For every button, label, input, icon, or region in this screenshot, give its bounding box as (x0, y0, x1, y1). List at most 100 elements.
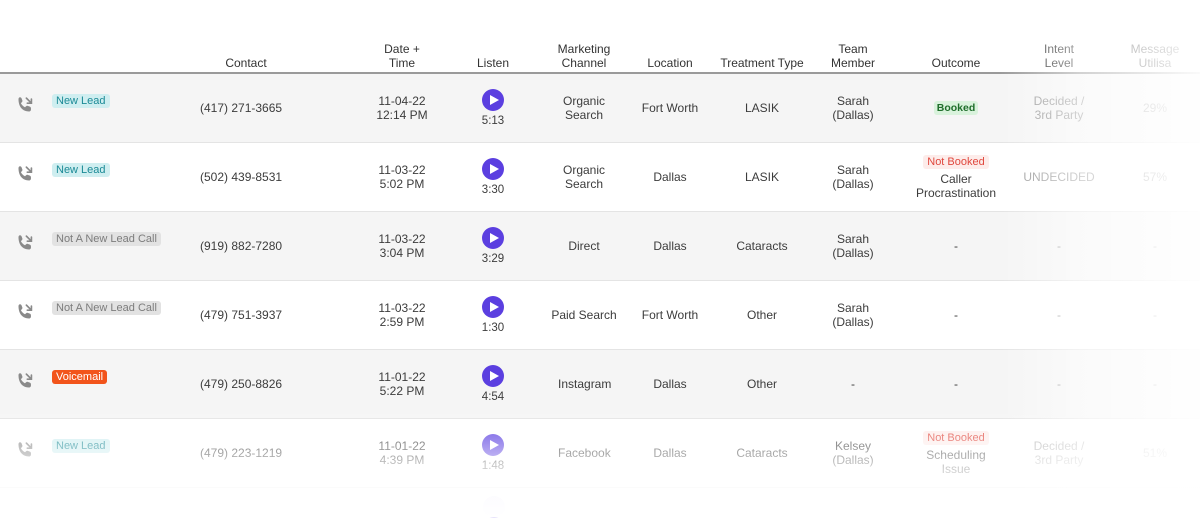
table-row[interactable]: Voicemail (479) 250-8826 11-01-22 5:22 PM 4:… (0, 350, 1200, 419)
marketing-channel-cell: Organic Search (546, 143, 622, 211)
column-header-contact[interactable]: Contact (225, 56, 267, 70)
lead-status-badge: New Lead (52, 163, 110, 177)
table-row[interactable]: Not A New Lead Call (479) 751-3937 11-03-2… (0, 281, 1200, 350)
message-utilisation: 51% (1142, 446, 1168, 460)
contact-phone: (479) 751-3937 (200, 308, 283, 322)
column-header-message-utilisation[interactable]: Message Utilisa (1130, 42, 1180, 70)
outcome-reason: - (954, 239, 958, 253)
column-header-listen[interactable]: Listen (476, 56, 510, 70)
play-button[interactable] (482, 226, 504, 249)
location: Dallas (653, 239, 687, 253)
marketing-channel: Direct (568, 239, 600, 253)
listen-cell: 3:30 (462, 143, 524, 211)
location: Dallas (653, 377, 687, 391)
incoming-call-icon (14, 232, 36, 254)
treatment-type: LASIK (744, 170, 780, 184)
message-utilisation-cell: - (1110, 212, 1200, 280)
call-duration: 5:13 (481, 114, 505, 127)
team-member: Sarah (Dallas) (832, 301, 874, 329)
play-button[interactable] (482, 433, 504, 456)
play-icon (490, 439, 499, 450)
treatment-type: Other (746, 377, 777, 391)
play-icon (490, 301, 499, 312)
contact-cell[interactable]: (479) 751-3937 (200, 281, 312, 349)
contact-cell[interactable]: (919) 882-7280 (200, 212, 312, 280)
location: Dallas (653, 446, 687, 460)
call-date: 11-03-22 (378, 232, 426, 246)
column-header-outcome[interactable]: Outcome (931, 56, 981, 70)
intent-level: Decided / 3rd Party (1033, 94, 1085, 122)
team-member: Sarah (Dallas) (832, 232, 874, 260)
call-duration: 3:29 (481, 252, 505, 265)
intent-level-cell: - (1014, 212, 1104, 280)
table-row[interactable]: Not A New Lead Call (919) 882-7280 11-03-2… (0, 212, 1200, 281)
call-time: 5:02 PM (379, 177, 425, 191)
location-cell: Dallas (634, 212, 706, 280)
team-member: Sarah (Dallas) (832, 163, 874, 191)
table-header: Contact Date + Time Listen Marketing Cha… (0, 0, 1200, 74)
column-header-team-member[interactable]: Team Member (830, 42, 875, 70)
play-icon (490, 163, 499, 174)
contact-cell[interactable]: (502) 439-8531 (200, 143, 312, 211)
contact-phone: (417) 271-3665 (200, 101, 283, 115)
intent-level: - (1057, 308, 1061, 322)
treatment-type-cell: Other (712, 281, 812, 349)
outcome-reason: - (954, 377, 958, 391)
contact-cell[interactable]: (479) 223-1219 (200, 419, 312, 487)
call-duration: 4:54 (481, 390, 505, 403)
message-utilisation: - (1153, 239, 1157, 253)
outcome-badge: Not Booked (923, 154, 989, 169)
lead-status-badge: Not A New Lead Call (52, 232, 161, 246)
contact-phone: (502) 439-8531 (200, 170, 283, 184)
message-utilisation: - (1153, 308, 1157, 322)
lead-status-badge: Not A New Lead Call (52, 301, 161, 315)
team-member-cell: Sarah (Dallas) (818, 281, 888, 349)
message-utilisation-cell: - (1110, 350, 1200, 418)
column-header-marketing-channel[interactable]: Marketing Channel (557, 42, 611, 70)
team-member: Kelsey (Dallas) (832, 439, 874, 467)
column-header-treatment-type[interactable]: Treatment Type (720, 56, 804, 70)
partial-play-button (483, 496, 505, 518)
play-icon (490, 94, 499, 105)
outcome-cell: - (906, 281, 1006, 349)
play-icon (490, 370, 499, 381)
call-duration: 1:30 (481, 321, 505, 334)
treatment-type-cell: Other (712, 350, 812, 418)
call-date: 11-01-22 (378, 439, 426, 453)
incoming-call-icon (14, 301, 36, 323)
play-button[interactable] (482, 157, 504, 180)
table-row[interactable]: New Lead (417) 271-3665 11-04-22 12:14 PM 5:… (0, 74, 1200, 143)
location-cell: Dallas (634, 350, 706, 418)
listen-cell: 4:54 (462, 350, 524, 418)
message-utilisation-cell: - (1110, 281, 1200, 349)
column-header-location[interactable]: Location (647, 56, 693, 70)
marketing-channel: Instagram (558, 377, 612, 391)
team-member-cell: Sarah (Dallas) (818, 74, 888, 142)
play-button[interactable] (482, 88, 504, 111)
call-table-body: New Lead (417) 271-3665 11-04-22 12:14 PM 5:… (0, 74, 1200, 488)
datetime-cell: 11-04-22 12:14 PM (360, 74, 444, 142)
table-row[interactable]: New Lead (502) 439-8531 11-03-22 5:02 PM 3:3… (0, 143, 1200, 212)
outcome-badge: Booked (933, 101, 979, 115)
outcome-cell: - (906, 212, 1006, 280)
call-time: 4:39 PM (379, 453, 425, 467)
play-button[interactable] (482, 364, 504, 387)
contact-cell[interactable]: (417) 271-3665 (200, 74, 312, 142)
contact-cell[interactable]: (479) 250-8826 (200, 350, 312, 418)
marketing-channel-cell: Instagram (546, 350, 622, 418)
message-utilisation-cell: 29% (1110, 74, 1200, 142)
treatment-type-cell: LASIK (712, 143, 812, 211)
intent-level-cell: Decided / 3rd Party (1014, 74, 1104, 142)
listen-cell: 1:48 (462, 419, 524, 487)
header-divider (0, 72, 1200, 74)
listen-cell: 1:30 (462, 281, 524, 349)
message-utilisation-cell: 57% (1110, 143, 1200, 211)
column-header-datetime[interactable]: Date + Time (384, 42, 420, 70)
team-member: Sarah (Dallas) (832, 94, 874, 122)
play-button[interactable] (482, 295, 504, 318)
marketing-channel-cell: Direct (546, 212, 622, 280)
datetime-cell: 11-03-22 2:59 PM (360, 281, 444, 349)
team-member: - (851, 377, 855, 391)
table-row[interactable]: New Lead (479) 223-1219 11-01-22 4:39 PM 1:4… (0, 419, 1200, 488)
column-header-intent-level[interactable]: Intent Level (1043, 42, 1075, 70)
